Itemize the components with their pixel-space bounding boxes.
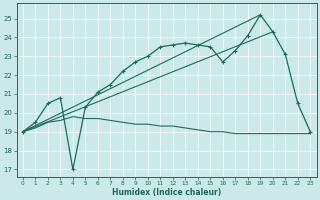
X-axis label: Humidex (Indice chaleur): Humidex (Indice chaleur) — [112, 188, 221, 197]
